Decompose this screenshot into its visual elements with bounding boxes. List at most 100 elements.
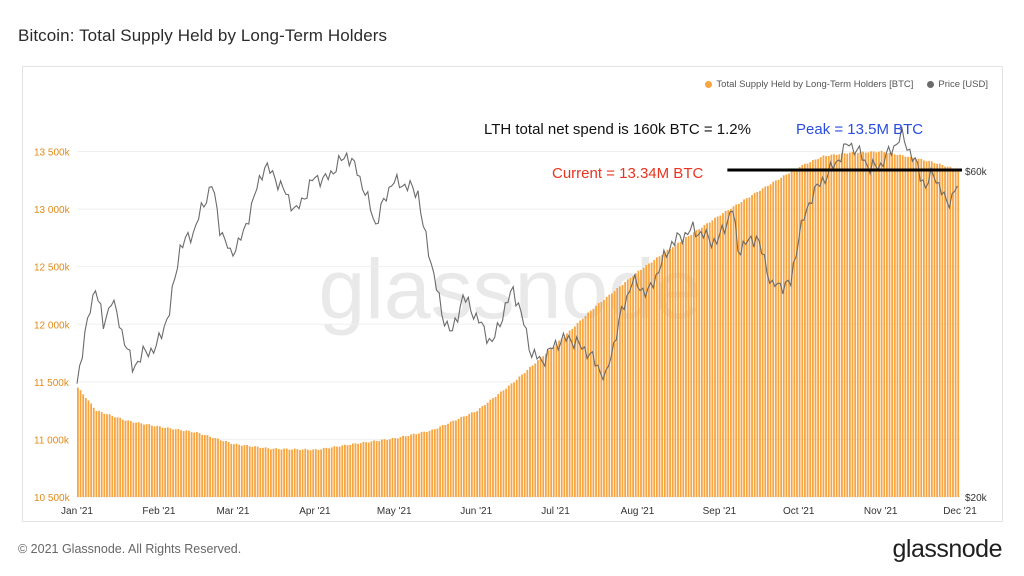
supply-bar — [98, 410, 100, 497]
supply-bar — [391, 437, 394, 497]
supply-bar — [151, 425, 153, 497]
supply-bar — [478, 408, 481, 497]
supply-bar — [484, 405, 486, 497]
axis-layer: 10 500k 11 000k 11 500k 12 000k 12 500k 13 00… — [34, 148, 988, 517]
supply-bar — [922, 160, 925, 498]
supply-bar — [954, 169, 957, 497]
supply-bar — [634, 273, 637, 497]
supply-bar — [581, 318, 584, 497]
supply-bar — [761, 188, 764, 498]
supply-bar — [529, 366, 531, 497]
supply-bar — [531, 365, 534, 497]
supply-bar — [431, 429, 434, 497]
supply-bar — [251, 446, 254, 497]
supply-bar — [912, 157, 915, 497]
supply-bar — [383, 439, 386, 497]
x-tick: Jul '21 — [541, 506, 570, 517]
supply-bar — [804, 163, 806, 497]
supply-bar — [737, 203, 740, 497]
supply-bar — [901, 155, 904, 497]
legend-label-price: Price [USD] — [938, 79, 988, 90]
supply-bar — [685, 237, 687, 497]
supply-bar — [899, 154, 901, 497]
supply-bar — [153, 426, 156, 497]
supply-bar — [486, 402, 489, 497]
supply-bar — [618, 286, 621, 497]
supply-bar — [433, 429, 436, 497]
supply-bar — [129, 421, 132, 497]
supply-bar — [690, 234, 693, 497]
supply-bar — [267, 448, 270, 497]
supply-bar — [436, 428, 439, 497]
supply-bar — [190, 432, 193, 497]
legend-item-supply[interactable]: Total Supply Held by Long-Term Holders [… — [705, 79, 913, 90]
supply-bar — [103, 413, 106, 497]
glassnode-logo[interactable]: glassnode — [892, 535, 1003, 563]
supply-bar — [232, 444, 235, 497]
supply-bar — [626, 279, 629, 497]
supply-bar — [182, 431, 185, 497]
supply-bar — [108, 414, 111, 497]
supply-bar — [285, 448, 288, 497]
supply-bar — [441, 425, 444, 497]
supply-bar — [135, 422, 137, 497]
supply-bar — [143, 424, 145, 497]
supply-bar — [759, 190, 761, 497]
supply-bar — [566, 333, 568, 497]
supply-bar — [301, 449, 304, 497]
supply-bar — [774, 180, 777, 498]
supply-bar — [777, 179, 780, 498]
supply-bar — [272, 448, 275, 497]
supply-bar — [521, 374, 523, 497]
supply-bar — [106, 414, 108, 497]
supply-bar — [555, 343, 558, 497]
supply-bar — [827, 156, 830, 497]
x-tick: Mar '21 — [216, 506, 249, 517]
supply-bar — [946, 166, 949, 498]
supply-bar — [764, 186, 767, 497]
supply-bar — [494, 396, 497, 497]
annotation-peak: Peak = 13.5M BTC — [796, 121, 923, 138]
legend-item-price[interactable]: Price [USD] — [927, 79, 988, 90]
supply-bar — [513, 382, 516, 497]
supply-bar — [206, 435, 209, 497]
y-tick-right: $60k — [965, 167, 988, 178]
supply-bar — [510, 383, 513, 497]
supply-bar — [373, 440, 375, 497]
supply-bar — [499, 391, 502, 497]
supply-bar — [82, 394, 85, 497]
supply-bar — [669, 249, 671, 497]
supply-bar — [632, 276, 634, 497]
supply-bar — [571, 328, 574, 497]
supply-bar — [653, 260, 656, 497]
supply-bar — [492, 398, 494, 497]
supply-bar — [751, 195, 753, 497]
supply-bar — [661, 254, 664, 497]
supply-bar — [806, 163, 809, 497]
y-tick-left: 11 500k — [34, 378, 70, 389]
y-tick-right: $20k — [965, 493, 988, 504]
page-title: Bitcoin: Total Supply Held by Long-Term … — [18, 26, 388, 45]
supply-bar — [90, 403, 93, 497]
supply-bar — [574, 326, 576, 497]
y-tick-left: 12 500k — [34, 263, 71, 274]
chart-legend: Total Supply Held by Long-Term Holders [… — [705, 79, 988, 90]
supply-bar — [603, 300, 605, 497]
supply-bar — [878, 151, 880, 498]
supply-bar — [534, 363, 537, 497]
supply-bar — [325, 447, 328, 497]
supply-bar — [711, 220, 714, 497]
supply-bar — [256, 446, 259, 497]
supply-bar — [283, 448, 286, 497]
supply-bar — [354, 443, 357, 497]
supply-bar — [677, 242, 679, 497]
supply-bar — [793, 169, 796, 497]
supply-bar — [870, 151, 872, 497]
supply-bar — [727, 210, 730, 498]
supply-bar — [584, 316, 587, 497]
supply-bar — [77, 387, 79, 497]
supply-bar — [904, 156, 907, 497]
supply-bar — [507, 385, 510, 497]
supply-bar — [872, 151, 875, 498]
supply-bar — [269, 449, 272, 497]
